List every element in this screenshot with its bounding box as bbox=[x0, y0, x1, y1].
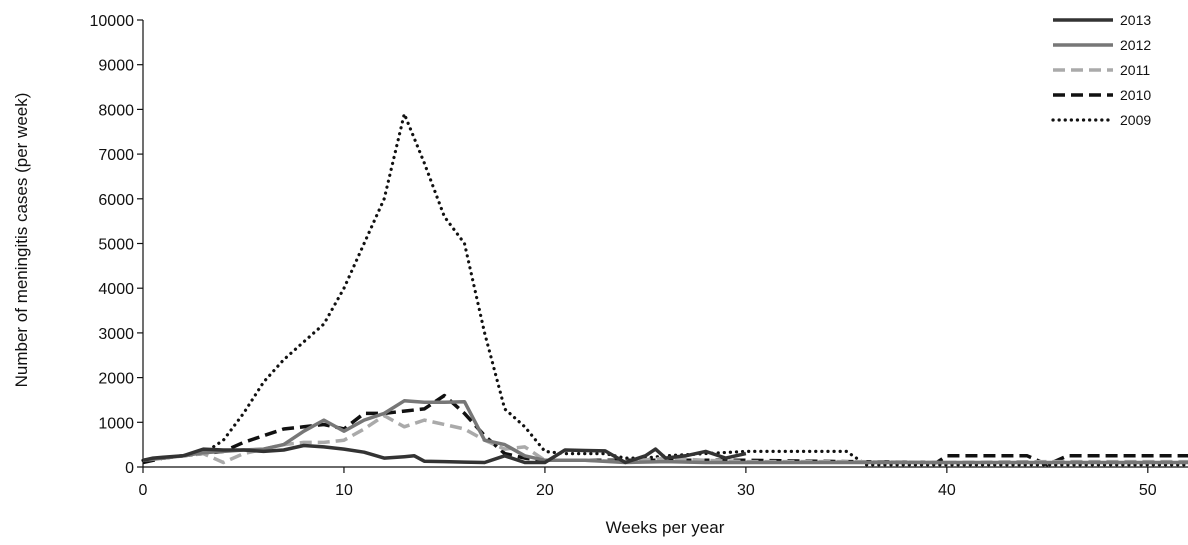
y-tick-label: 9000 bbox=[98, 58, 134, 75]
x-axis-title: Weeks per year bbox=[606, 518, 725, 537]
legend-label: 2011 bbox=[1120, 62, 1150, 78]
legend-label: 2013 bbox=[1120, 12, 1151, 28]
y-tick-label: 6000 bbox=[98, 192, 134, 209]
x-tick-label: 50 bbox=[1139, 482, 1157, 499]
y-axis-ticks: 0 1000 2000 3000 4000 5000 6000 7000 8000 9000 100… bbox=[90, 13, 143, 477]
y-tick-label: 2000 bbox=[98, 371, 134, 388]
x-tick-label: 20 bbox=[536, 482, 554, 499]
x-tick-label: 10 bbox=[335, 482, 353, 499]
x-axis-ticks: 0 10 20 30 40 50 bbox=[139, 467, 1157, 499]
series-line-2011 bbox=[142, 413, 1188, 465]
y-tick-label: 4000 bbox=[98, 281, 134, 298]
series-line-2013 bbox=[142, 443, 747, 465]
x-tick-label: 30 bbox=[737, 482, 755, 499]
series-lines bbox=[141, 112, 1188, 467]
y-tick-label: 0 bbox=[125, 460, 134, 477]
x-tick-label: 0 bbox=[139, 482, 148, 499]
y-tick-label: 5000 bbox=[98, 237, 134, 254]
y-tick-label: 10000 bbox=[90, 13, 135, 30]
x-tick-label: 40 bbox=[938, 482, 956, 499]
series-line-2009 bbox=[141, 112, 1188, 467]
y-axis-title: Number of meningitis cases (per week) bbox=[12, 93, 31, 388]
series-line-2012 bbox=[142, 399, 1188, 465]
y-tick-label: 3000 bbox=[98, 326, 134, 343]
y-tick-label: 8000 bbox=[98, 102, 134, 119]
legend-label: 2009 bbox=[1120, 112, 1151, 128]
series-line-2010 bbox=[142, 393, 1188, 467]
y-tick-label: 1000 bbox=[98, 415, 134, 432]
legend-label: 2010 bbox=[1120, 87, 1151, 103]
y-tick-label: 7000 bbox=[98, 147, 134, 164]
legend-label: 2012 bbox=[1120, 37, 1151, 53]
legend: 2013 2012 2011 2010 2009 bbox=[1051, 12, 1151, 128]
